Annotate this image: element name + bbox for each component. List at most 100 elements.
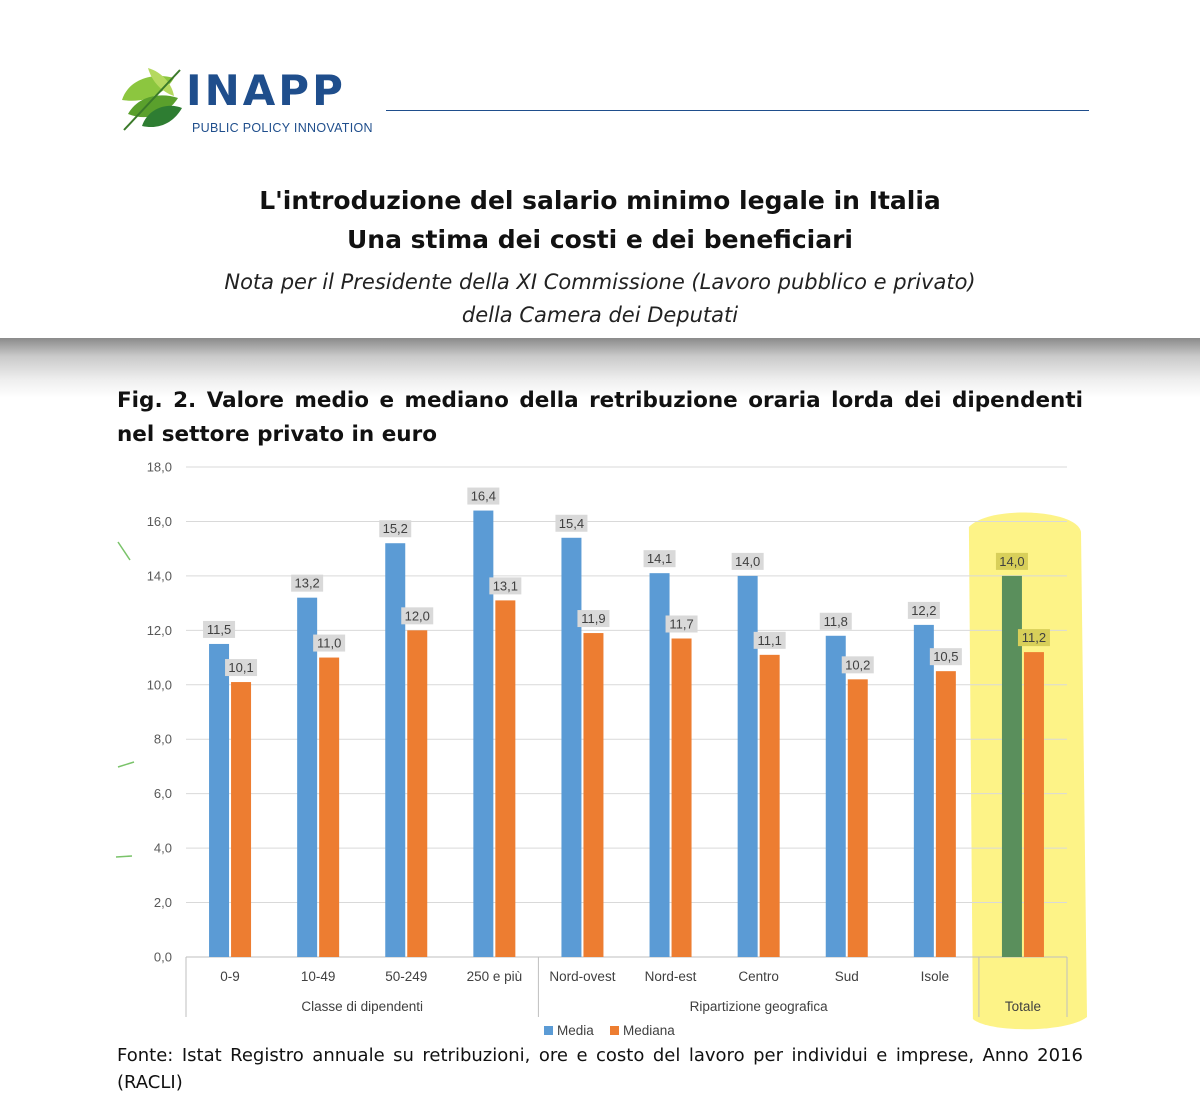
mediana-bar: [583, 633, 604, 957]
data-label: 11,2: [1022, 630, 1046, 645]
media-bar: [913, 624, 934, 957]
x-tick-label: Sud: [835, 969, 859, 984]
data-label: 16,4: [471, 489, 496, 504]
document-title: L'introduzione del salario minimo legale…: [259, 186, 941, 215]
y-tick-label: 2,0: [154, 895, 172, 910]
data-label-box: [467, 487, 500, 505]
data-label: 11,8: [824, 614, 848, 629]
data-label-box: [577, 610, 610, 628]
document-note-line2: della Camera dei Deputati: [461, 303, 739, 327]
data-label-box: [841, 656, 874, 674]
y-tick-label: 12,0: [147, 623, 172, 638]
media-bar: [561, 537, 582, 957]
y-tick-label: 14,0: [147, 568, 172, 583]
document-subtitle: Una stima dei costi e dei beneficiari: [347, 225, 853, 254]
data-label: 14,0: [735, 554, 760, 569]
mediana-bar: [759, 654, 780, 957]
data-label-box: [313, 634, 346, 652]
x-tick-label: Nord-est: [645, 969, 697, 984]
data-label: 14,0: [999, 554, 1024, 569]
data-label-box: [665, 615, 698, 633]
y-tick-label: 16,0: [147, 514, 172, 529]
data-label: 12,0: [405, 608, 430, 623]
margin-pen-mark: [117, 761, 135, 768]
data-label-box: [203, 620, 236, 638]
category-group-label: Classe di dipendenti: [301, 999, 423, 1014]
data-label: 10,5: [933, 649, 958, 664]
x-tick-label: Nord-ovest: [549, 969, 615, 984]
y-tick-label: 10,0: [147, 677, 172, 692]
margin-pen-mark: [117, 541, 131, 561]
x-tick-label: 250 e più: [467, 969, 523, 984]
data-label: 11,0: [317, 636, 341, 651]
legend-label-mediana: Mediana: [623, 1023, 675, 1038]
logo-subtitle: PUBLIC POLICY INNOVATION: [192, 121, 373, 135]
data-label: 11,9: [581, 611, 605, 626]
data-label-box: [489, 577, 522, 595]
data-label: 14,1: [647, 551, 672, 566]
mediana-bar: [1023, 652, 1044, 957]
data-label: 11,7: [669, 617, 693, 632]
data-label: 13,1: [493, 578, 518, 593]
header-rule: [386, 110, 1089, 111]
data-label-box: [929, 648, 962, 666]
data-label: 10,1: [228, 660, 253, 675]
x-tick-label: 10-49: [301, 969, 336, 984]
data-label: 11,5: [207, 622, 231, 637]
x-tick-label: 50-249: [385, 969, 427, 984]
inapp-leaf-logo-icon: [122, 68, 182, 131]
legend-label-media: Media: [557, 1023, 594, 1038]
media-bar: [297, 597, 318, 957]
data-label-box: [819, 612, 852, 630]
data-label-box: [225, 659, 258, 677]
data-label: 13,2: [294, 576, 319, 591]
y-tick-label: 0,0: [154, 950, 172, 965]
figure-source-note: Fonte: Istat Registro annuale su retribu…: [117, 1045, 1083, 1093]
media-bar: [385, 543, 406, 957]
mediana-bar: [495, 600, 516, 957]
mediana-bar: [407, 630, 428, 957]
data-label-box: [379, 520, 412, 538]
logo-wordmark: INAPP: [186, 66, 346, 115]
media-bar: [209, 643, 230, 957]
category-group-label: Ripartizione geografica: [690, 999, 829, 1014]
data-label: 15,2: [383, 521, 408, 536]
data-label-box: [643, 550, 676, 568]
data-label-box: [291, 574, 324, 592]
data-label-box: [1017, 629, 1050, 647]
data-label: 15,4: [559, 516, 584, 531]
bar-chart: 0,0 2,0 4,0 6,0 8,0 10,0 12,0 14,0 16,0 18,0 Class…: [115, 460, 1087, 1038]
y-tick-label: 18,0: [147, 460, 172, 475]
media-bar: [473, 510, 494, 957]
data-label: 12,2: [911, 603, 936, 618]
mediana-bar: [319, 657, 340, 957]
x-tick-label: Isole: [921, 969, 950, 984]
document-note-line1: Nota per il Presidente della XI Commissi…: [224, 270, 976, 294]
margin-pen-mark: [115, 855, 133, 858]
data-label-box: [555, 514, 588, 532]
data-label-box: [907, 601, 940, 619]
mediana-bar: [847, 679, 868, 957]
mediana-bar: [935, 671, 956, 957]
media-bar: [1001, 575, 1022, 957]
data-label-box: [995, 552, 1028, 570]
y-tick-label: 6,0: [154, 786, 172, 801]
data-label-box: [753, 631, 786, 649]
y-tick-label: 4,0: [154, 841, 172, 856]
figure-caption: Fig. 2. Valore medio e mediano della ret…: [117, 388, 1083, 447]
media-bar: [825, 635, 846, 957]
data-label: 11,1: [757, 633, 781, 648]
legend-swatch-mediana: [610, 1026, 619, 1035]
category-group-label: Totale: [1005, 999, 1041, 1014]
x-tick-label: Centro: [738, 969, 779, 984]
media-bar: [649, 573, 670, 957]
document-header: INAPP PUBLIC POLICY INNOVATION L'introdu…: [0, 0, 1200, 338]
x-tick-label: 0-9: [220, 969, 240, 984]
data-label-box: [401, 607, 434, 625]
mediana-bar: [231, 682, 252, 957]
page-shadow-divider: [0, 338, 1200, 398]
data-label-box: [731, 552, 764, 570]
mediana-bar: [671, 638, 692, 957]
y-tick-label: 8,0: [154, 732, 172, 747]
data-label: 10,2: [845, 657, 870, 672]
